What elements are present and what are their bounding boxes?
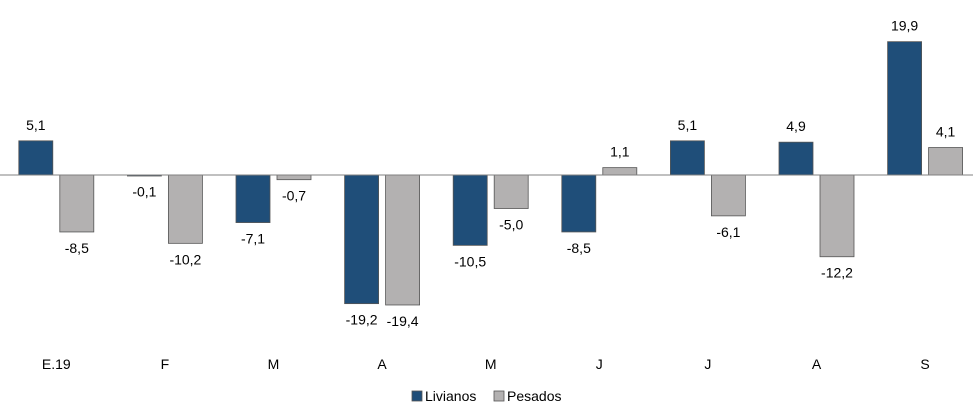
value-label-livianos-1: -0,1 <box>132 184 156 200</box>
value-label-pesados-1: -10,2 <box>169 251 201 267</box>
category-label-2: M <box>268 356 280 372</box>
category-label-6: J <box>704 356 711 372</box>
value-label-pesados-5: 1,1 <box>610 144 630 160</box>
value-label-livianos-5: -8,5 <box>567 240 591 256</box>
value-label-pesados-4: -5,0 <box>499 217 523 233</box>
value-label-livianos-0: 5,1 <box>26 117 46 133</box>
category-label-8: S <box>920 356 929 372</box>
value-label-pesados-8: 4,1 <box>936 124 956 140</box>
legend-swatch-livianos <box>411 390 423 402</box>
bar-pesados-3 <box>385 174 421 306</box>
value-label-livianos-6: 5,1 <box>678 117 698 133</box>
bar-livianos-0 <box>18 140 54 176</box>
bar-pesados-7 <box>819 174 855 258</box>
bar-livianos-8 <box>887 41 922 176</box>
value-label-pesados-6: -6,1 <box>716 224 740 240</box>
category-label-3: A <box>377 356 387 372</box>
legend-swatch-pesados <box>493 390 505 402</box>
bar-livianos-2 <box>235 174 271 223</box>
category-label-5: J <box>596 356 603 372</box>
category-label-4: M <box>485 356 497 372</box>
value-label-pesados-3: -19,4 <box>387 313 419 329</box>
value-label-pesados-2: -0,7 <box>282 188 306 204</box>
bar-livianos-4 <box>452 174 488 246</box>
bar-livianos-5 <box>561 174 597 233</box>
bar-pesados-8 <box>928 147 963 176</box>
category-label-0: E.19 <box>42 356 71 372</box>
value-label-livianos-3: -19,2 <box>346 312 378 328</box>
bar-pesados-6 <box>711 174 746 217</box>
legend-label-livianos: Livianos <box>425 388 476 404</box>
value-label-livianos-8: 19,9 <box>891 18 918 34</box>
bar-pesados-5 <box>602 167 638 176</box>
value-label-livianos-7: 4,9 <box>786 118 806 134</box>
category-label-7: A <box>812 356 822 372</box>
bars-layer <box>18 41 963 306</box>
value-label-pesados-7: -12,2 <box>821 265 853 281</box>
bar-pesados-1 <box>167 174 203 244</box>
category-label-1: F <box>161 356 170 372</box>
value-label-livianos-4: -10,5 <box>454 253 486 269</box>
bar-pesados-4 <box>493 174 529 209</box>
value-label-pesados-0: -8,5 <box>65 240 89 256</box>
value-label-livianos-2: -7,1 <box>241 231 265 247</box>
bar-pesados-0 <box>59 174 95 233</box>
bar-pesados-2 <box>276 174 312 181</box>
legend: Livianos Pesados <box>411 388 561 404</box>
value-labels-layer: 5,1 -8,5 -0,1 -10,2 -7,1 -0,7 -19,2 -19,4 -10,5 -… <box>26 18 955 329</box>
bar-livianos-6 <box>670 140 705 176</box>
legend-label-pesados: Pesados <box>507 388 561 404</box>
bar-livianos-3 <box>344 174 380 305</box>
bar-livianos-7 <box>778 141 814 176</box>
category-labels-layer: E.19 F M A M J J A S <box>42 356 930 372</box>
